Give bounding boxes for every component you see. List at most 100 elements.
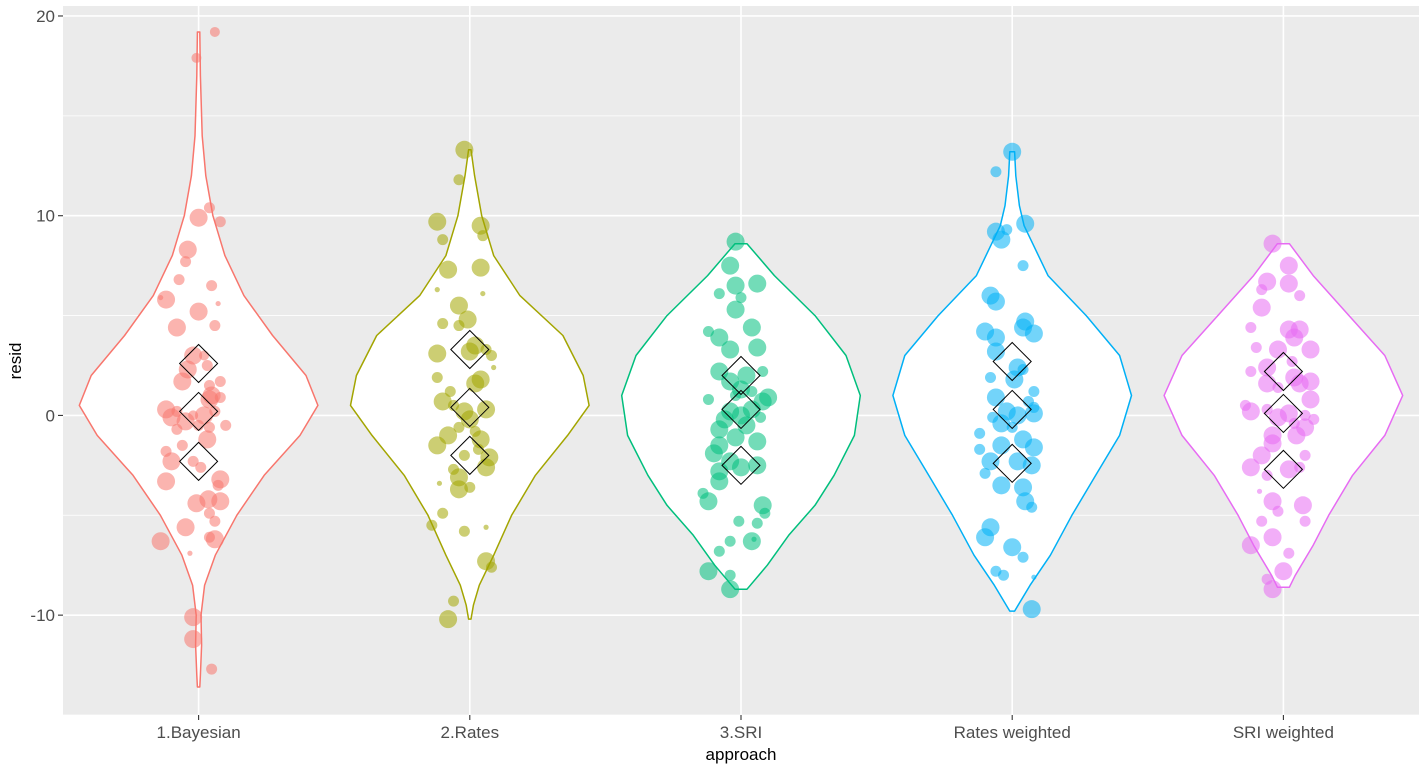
- data-point: [1308, 413, 1320, 425]
- quartile-marker: [1263, 393, 1304, 434]
- data-point: [1024, 438, 1043, 457]
- data-point: [1001, 224, 1013, 236]
- quartile-marker: [992, 341, 1032, 382]
- data-point: [469, 425, 481, 437]
- data-point: [1022, 456, 1041, 475]
- data-point: [1014, 478, 1033, 497]
- data-point: [437, 318, 449, 330]
- quartile-marker: [992, 443, 1032, 484]
- data-point: [460, 410, 479, 429]
- data-point: [1279, 274, 1298, 293]
- data-point: [1285, 328, 1304, 347]
- data-point: [209, 26, 220, 37]
- data-point: [1299, 449, 1311, 461]
- x-tick-label: SRI weighted: [1233, 723, 1334, 742]
- data-point: [200, 390, 219, 409]
- data-point: [434, 287, 440, 293]
- data-point: [979, 467, 991, 479]
- data-point: [1283, 547, 1295, 559]
- data-point: [1252, 298, 1271, 317]
- data-point: [748, 274, 767, 293]
- data-point: [987, 411, 999, 423]
- data-point: [748, 456, 767, 475]
- data-point: [428, 212, 447, 231]
- data-point: [187, 550, 193, 556]
- data-point: [746, 385, 758, 397]
- x-axis-title: approach: [706, 745, 777, 764]
- data-point: [992, 436, 1011, 455]
- data-point: [214, 375, 226, 387]
- data-point: [710, 420, 729, 439]
- data-point: [480, 290, 486, 297]
- data-point: [1252, 446, 1271, 465]
- data-point: [1031, 574, 1037, 580]
- data-point: [733, 515, 745, 527]
- data-point: [485, 350, 497, 362]
- data-point: [1017, 551, 1029, 563]
- data-point: [176, 439, 188, 451]
- data-point: [990, 166, 1002, 178]
- data-point: [699, 562, 718, 581]
- data-point: [1279, 256, 1298, 275]
- data-point: [1017, 260, 1029, 272]
- y-tick-label: 0: [46, 406, 55, 425]
- data-point: [697, 487, 709, 499]
- x-tick-label: Rates weighted: [954, 723, 1071, 742]
- data-point: [1272, 381, 1284, 393]
- data-point: [167, 318, 186, 337]
- data-point: [732, 458, 750, 477]
- quartile-marker: [721, 355, 761, 396]
- data-point: [735, 292, 747, 304]
- data-point: [998, 569, 1010, 581]
- data-point: [986, 292, 1005, 311]
- quartile-marker: [1263, 449, 1304, 490]
- data-point: [1301, 340, 1320, 359]
- data-point: [191, 52, 202, 63]
- data-point: [483, 524, 489, 530]
- data-point: [1008, 406, 1027, 425]
- data-point: [449, 296, 468, 315]
- data-point: [1003, 142, 1022, 161]
- data-point: [471, 370, 490, 389]
- data-point: [444, 385, 456, 397]
- data-point: [1261, 469, 1273, 481]
- data-point: [1274, 562, 1293, 581]
- data-point: [184, 608, 203, 627]
- quartile-marker: [450, 435, 490, 476]
- data-point: [162, 452, 181, 471]
- data-point: [751, 536, 757, 542]
- data-point: [751, 517, 763, 529]
- data-point: [726, 428, 745, 447]
- data-point: [453, 421, 465, 433]
- data-point: [713, 288, 725, 300]
- data-point: [1245, 365, 1257, 377]
- data-point: [203, 421, 215, 433]
- data-point: [458, 449, 470, 461]
- data-point: [1256, 488, 1263, 494]
- data-point: [151, 532, 170, 551]
- data-point: [710, 472, 729, 491]
- data-point: [437, 507, 449, 519]
- data-point: [1279, 460, 1298, 479]
- data-point: [1008, 452, 1027, 471]
- quartile-marker: [721, 389, 761, 430]
- data-point: [974, 443, 986, 455]
- data-point: [173, 274, 185, 286]
- quartile-markers: [178, 329, 1304, 490]
- data-point: [974, 427, 986, 439]
- data-point: [477, 230, 489, 242]
- data-point: [453, 174, 465, 186]
- data-point: [726, 276, 745, 295]
- data-point: [189, 208, 208, 227]
- data-point: [160, 445, 172, 457]
- data-point: [1272, 505, 1284, 517]
- y-tick-label: -10: [30, 606, 55, 625]
- data-point: [477, 400, 496, 419]
- data-point: [455, 140, 474, 159]
- data-point: [1263, 434, 1282, 453]
- data-point: [1241, 458, 1260, 477]
- data-point: [721, 580, 740, 599]
- data-point: [1241, 402, 1260, 421]
- data-point: [748, 432, 767, 451]
- data-point: [178, 240, 197, 259]
